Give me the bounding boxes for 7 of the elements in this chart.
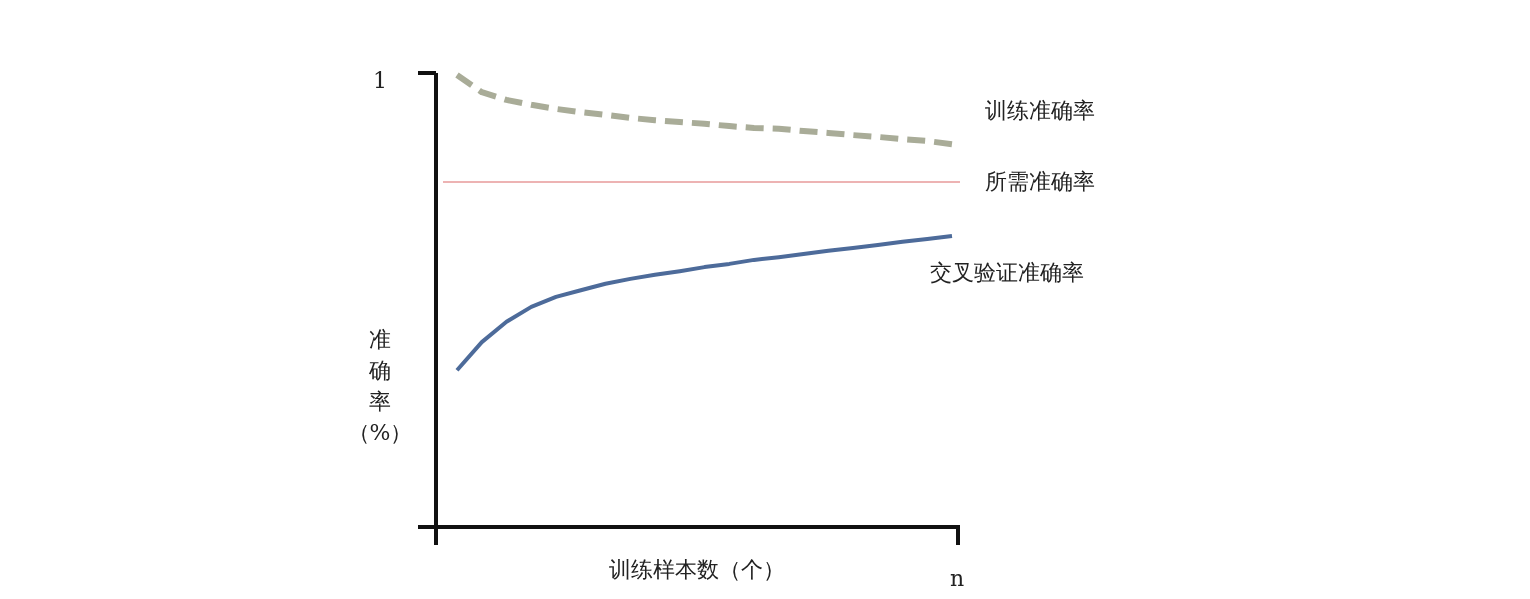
x-axis-title: 训练样本数（个）: [609, 557, 785, 582]
series-label: 交叉验证准确率: [930, 259, 1084, 285]
series-label: 训练准确率: [985, 98, 1095, 124]
y-axis-title: 准确率（%）: [347, 327, 413, 445]
text: n: [949, 566, 965, 591]
text: 1: [373, 68, 387, 93]
ref-line-label: 所需准确率: [985, 169, 1095, 195]
